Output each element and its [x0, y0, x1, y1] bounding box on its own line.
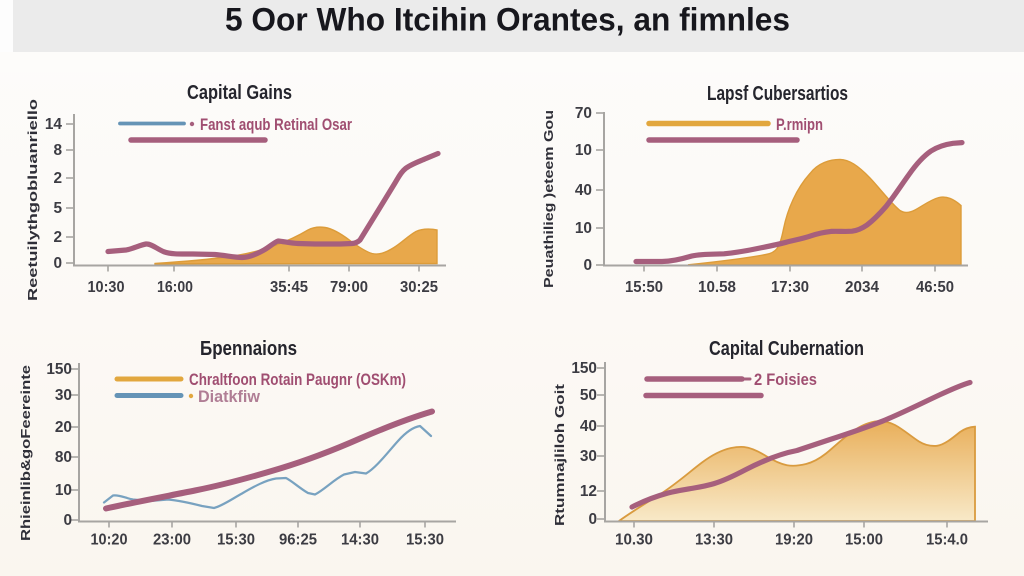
svg-text:23:00: 23:00 [153, 532, 191, 549]
svg-text:150: 150 [571, 360, 597, 377]
svg-text:Chraltfoon Rotain Paugnr (OSKm: Chraltfoon Rotain Paugnr (OSKm) [189, 371, 406, 389]
svg-text:P.rmipn: P.rmipn [776, 116, 823, 134]
svg-text:2034: 2034 [845, 279, 879, 296]
svg-text:70: 70 [575, 105, 592, 122]
svg-text:13:30: 13:30 [695, 532, 733, 549]
svg-text:46:50: 46:50 [916, 279, 954, 296]
svg-text:15:00: 15:00 [845, 532, 883, 549]
svg-text:16:00: 16:00 [157, 279, 193, 296]
svg-text:Бpennaions: Бpennaions [200, 338, 297, 360]
svg-text:14: 14 [45, 116, 63, 133]
svg-text:10:20: 10:20 [91, 532, 128, 549]
svg-text:79:00: 79:00 [330, 279, 368, 296]
svg-text:10:30: 10:30 [88, 279, 125, 296]
svg-text:Rhieinlib&goFeereinte: Rhieinlib&goFeereinte [19, 365, 33, 541]
svg-text:15:4.0: 15:4.0 [926, 532, 968, 549]
svg-text:Lapsf Cubersartios: Lapsf Cubersartios [707, 83, 848, 105]
svg-text:30: 30 [580, 448, 597, 465]
svg-text:10: 10 [55, 482, 72, 499]
svg-text:0: 0 [63, 512, 72, 529]
svg-text:0: 0 [53, 255, 62, 272]
svg-text:15:30: 15:30 [406, 532, 444, 549]
svg-text:2: 2 [53, 170, 62, 187]
svg-text:Peuathilieg )eteem Gou: Peuathilieg )eteem Gou [542, 110, 556, 288]
svg-text:30: 30 [55, 387, 72, 404]
svg-text:5 Oor Who Itcihin Orantes, an: 5 Oor Who Itcihin Orantes, an fimnles [225, 2, 790, 38]
svg-text:Diatkfiw: Diatkfiw [198, 388, 260, 406]
svg-text:2 Foisies: 2 Foisies [754, 371, 817, 389]
svg-text:5: 5 [53, 200, 62, 217]
svg-text:80: 80 [55, 449, 72, 466]
svg-text:96:25: 96:25 [279, 532, 317, 549]
svg-text:35:45: 35:45 [270, 279, 308, 296]
svg-text:15:30: 15:30 [217, 532, 255, 549]
svg-text:Fanst aqub Retinal Osar: Fanst aqub Retinal Osar [200, 116, 352, 134]
svg-text:10.30: 10.30 [615, 532, 653, 549]
svg-text:40: 40 [575, 182, 592, 199]
svg-text:19:20: 19:20 [775, 532, 813, 549]
svg-text:12: 12 [580, 483, 597, 500]
svg-text:8: 8 [53, 142, 62, 159]
svg-text:10: 10 [575, 142, 592, 159]
svg-text:2: 2 [53, 229, 62, 246]
svg-text:15:50: 15:50 [625, 279, 663, 296]
svg-text:20: 20 [55, 419, 72, 436]
svg-text:40: 40 [580, 418, 597, 435]
svg-text:14:30: 14:30 [341, 532, 379, 549]
svg-text:10.58: 10.58 [698, 279, 736, 296]
svg-text:Capital Cubernation: Capital Cubernation [709, 338, 864, 360]
svg-text:0: 0 [588, 511, 597, 528]
svg-text:Capital Gains: Capital Gains [187, 82, 292, 104]
svg-text:50: 50 [580, 387, 597, 404]
svg-text:30:25: 30:25 [400, 279, 438, 296]
svg-text:Reetuilythgobluanriello: Reetuilythgobluanriello [26, 98, 40, 301]
svg-text:10: 10 [575, 220, 592, 237]
svg-text:Rtumnajliloh Goit: Rtumnajliloh Goit [553, 383, 567, 526]
svg-text:150: 150 [46, 361, 72, 378]
svg-text:0: 0 [583, 257, 592, 274]
svg-text:17:30: 17:30 [771, 279, 809, 296]
